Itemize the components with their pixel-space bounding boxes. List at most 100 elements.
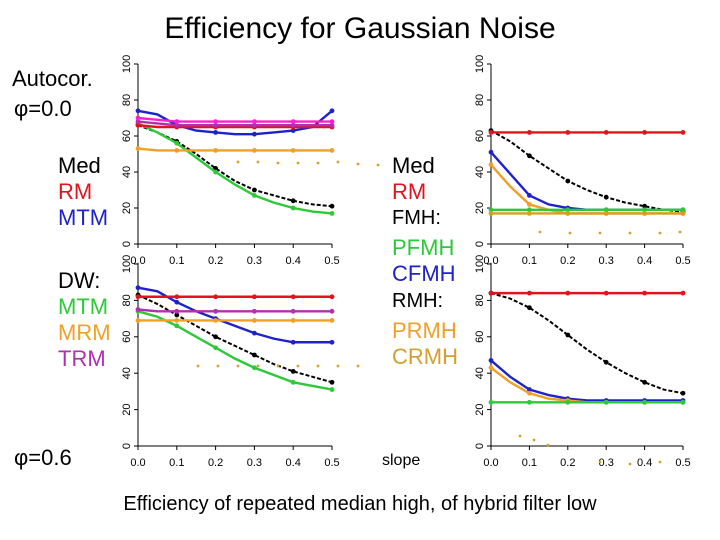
trail-dot [356, 364, 360, 368]
bottom-left-point-orange [213, 318, 219, 323]
top-right-point-green [603, 207, 609, 213]
trail-dot [658, 231, 662, 235]
trail-dot [376, 163, 380, 167]
prmh-label: PRMH [392, 318, 457, 343]
top-left-y-tick-label: 0 [121, 241, 133, 247]
bottom-left-point-black [252, 352, 257, 358]
top-right-point-black [642, 203, 647, 209]
fmh-label: FMH: [392, 207, 441, 229]
top-right-y-tick-label: 60 [474, 130, 486, 142]
bottom-left-point-purple [174, 308, 180, 314]
top-right-x-tick-label: 0.3 [599, 255, 614, 267]
top-right-x-tick-label: 0.1 [522, 255, 537, 267]
bottom-left-x-tick-label: 0.2 [208, 457, 223, 469]
bottom-left-y-tick-label: 60 [121, 331, 133, 343]
top-left-point-green [213, 169, 219, 175]
trail-dot [628, 462, 632, 466]
top-left-point-black [329, 203, 335, 209]
top-right-point-gold [488, 211, 494, 216]
top-left-point-purple [252, 122, 257, 128]
bottom-right-x-tick-label: 0.4 [637, 457, 652, 469]
top-left-point-blue [290, 128, 296, 134]
trail-dot [316, 161, 320, 165]
bottom-left-y-tick-label: 80 [121, 294, 133, 306]
top-left-point-magenta [252, 119, 257, 124]
bottom-left-point-orange [290, 318, 296, 323]
trail-dot [518, 434, 522, 438]
rm-label-right: RM [392, 179, 427, 204]
top-right-y-tick-label: 20 [474, 202, 486, 214]
top-left-point-orange [329, 148, 335, 153]
top-right-x-tick-label: 0.4 [637, 255, 652, 267]
bottom-left-point-red [174, 294, 180, 300]
bottom-left-point-black [174, 312, 180, 318]
top-right-point-blue [527, 193, 532, 198]
top-left-point-blue [329, 108, 335, 114]
top-left-point-orange [252, 148, 257, 153]
bottom-right-x-tick-label: 0.5 [675, 457, 690, 469]
rmh-label: RMH: [392, 290, 444, 312]
bottom-right-series-black [490, 292, 684, 395]
dw-mtm-label: MTM [58, 294, 109, 319]
bottom-left-point-blue [135, 285, 141, 291]
bottom-left-series-blue [137, 286, 332, 344]
rm-label-left: RM [58, 179, 93, 204]
trail-dot [196, 364, 200, 368]
top-left-point-magenta [174, 119, 180, 124]
top-left-point-orange [174, 148, 180, 153]
bottom-left-point-purple [290, 308, 296, 314]
bottom-right-point-green [565, 399, 571, 405]
top-left-x-tick-label: 0.2 [208, 255, 223, 267]
bottom-right-point-black [603, 359, 609, 365]
bottom-left-point-red [135, 294, 141, 300]
bottom-right-point-red [527, 290, 532, 296]
bottom-left-point-red [290, 294, 296, 300]
trail-dot [236, 160, 240, 164]
bottom-left-y-tick-label: 20 [121, 403, 133, 415]
cfmh-label: CFMH [392, 261, 456, 286]
med-label-right: Med [392, 153, 435, 178]
phi-0-label: φ=0.0 [14, 96, 72, 121]
trail-dot [658, 460, 662, 464]
bottom-right-x-tick-label: 0.0 [483, 457, 498, 469]
bottom-right-x-tick-label: 0.3 [599, 457, 614, 469]
top-left-y-tick-label: 60 [121, 130, 133, 142]
trail-dot [678, 230, 682, 234]
bottom-left-x-tick-label: 0.1 [169, 457, 184, 469]
bottom-left-point-orange [252, 318, 257, 323]
top-left-point-blue [135, 108, 141, 114]
top-left-point-blue [213, 130, 219, 135]
bottom-right-point-red [603, 290, 609, 296]
trail-dot [598, 231, 602, 235]
bottom-left-series-green [137, 310, 333, 391]
bottom-right-point-green [603, 399, 609, 405]
top-right-point-orange [488, 162, 494, 168]
top-right-point-green [527, 207, 532, 213]
top-left-point-orange [290, 148, 296, 153]
chart-title: Efficiency for Gaussian Noise [164, 12, 556, 45]
bottom-left-point-green [290, 379, 296, 385]
top-left-point-orange [213, 148, 219, 153]
top-right-point-black [603, 194, 609, 200]
bottom-right-y-tick-label: 80 [474, 294, 486, 306]
top-left-point-magenta [135, 115, 141, 121]
top-left-point-black [213, 166, 219, 171]
caption: Efficiency of repeated median high, of h… [123, 493, 597, 515]
bottom-right-y-tick-label: 0 [474, 443, 486, 449]
dw-trm-label: TRM [58, 346, 106, 371]
top-right-series-orange [490, 164, 683, 215]
bottom-left-point-blue [252, 330, 257, 336]
top-right-point-orange [527, 202, 532, 207]
bottom-right-point-blue [527, 387, 532, 392]
top-left-point-black [252, 187, 257, 193]
top-right-y-tick-label: 80 [474, 94, 486, 106]
top-right-point-gold [565, 211, 571, 216]
bottom-left-point-blue [174, 299, 180, 305]
trail-dot [296, 161, 300, 165]
top-right-y-tick-label: 40 [474, 166, 486, 178]
bottom-right-point-green [488, 399, 494, 405]
trail-dot [628, 231, 632, 235]
top-right-point-green [642, 207, 647, 213]
top-right-point-green [680, 207, 686, 213]
bottom-left-point-purple [213, 308, 219, 314]
